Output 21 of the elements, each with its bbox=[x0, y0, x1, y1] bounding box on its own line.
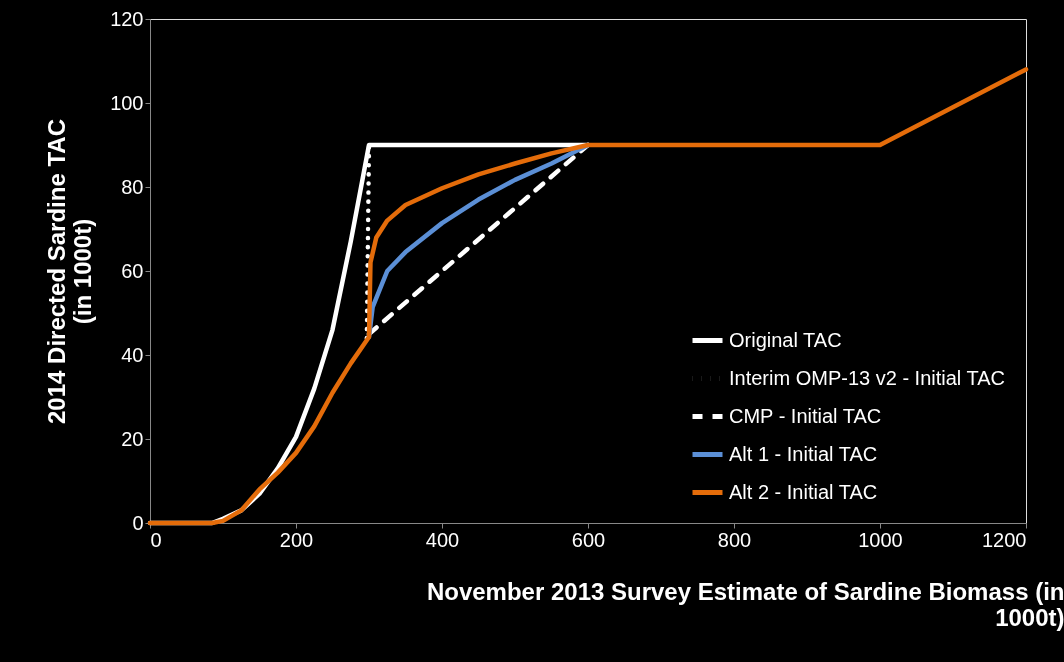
y-tick-label: 20 bbox=[121, 427, 144, 450]
legend-label: Alt 2 - Initial TAC bbox=[729, 480, 878, 503]
legend-label: Original TAC bbox=[729, 328, 842, 351]
legend-label: Alt 1 - Initial TAC bbox=[729, 442, 878, 465]
y-tick-label: 100 bbox=[110, 91, 144, 114]
x-tick-label: 600 bbox=[571, 528, 606, 551]
x-axis-title: November 2013 Survey Estimate of Sardine Biomass (in 1000t) bbox=[426, 577, 1064, 631]
y-tick-label: 120 bbox=[110, 7, 144, 30]
x-tick-label: 200 bbox=[279, 528, 314, 551]
y-axis-title: 2014 Directed Sardine TAC (in 1000t) bbox=[43, 118, 97, 425]
x-tick-label: 1200 bbox=[982, 528, 1027, 551]
legend-label: CMP - Initial TAC bbox=[729, 404, 882, 427]
y-tick-label: 0 bbox=[132, 511, 144, 534]
x-tick-label: 0 bbox=[150, 528, 162, 551]
y-tick-label: 60 bbox=[121, 259, 144, 282]
y-tick-label: 40 bbox=[121, 343, 144, 366]
x-tick-label: 400 bbox=[425, 528, 460, 551]
x-tick-label: 1000 bbox=[858, 528, 903, 551]
x-tick-label: 800 bbox=[717, 528, 752, 551]
y-tick-label: 80 bbox=[121, 175, 144, 198]
legend-label: Interim OMP-13 v2 - Initial TAC bbox=[729, 366, 1005, 389]
